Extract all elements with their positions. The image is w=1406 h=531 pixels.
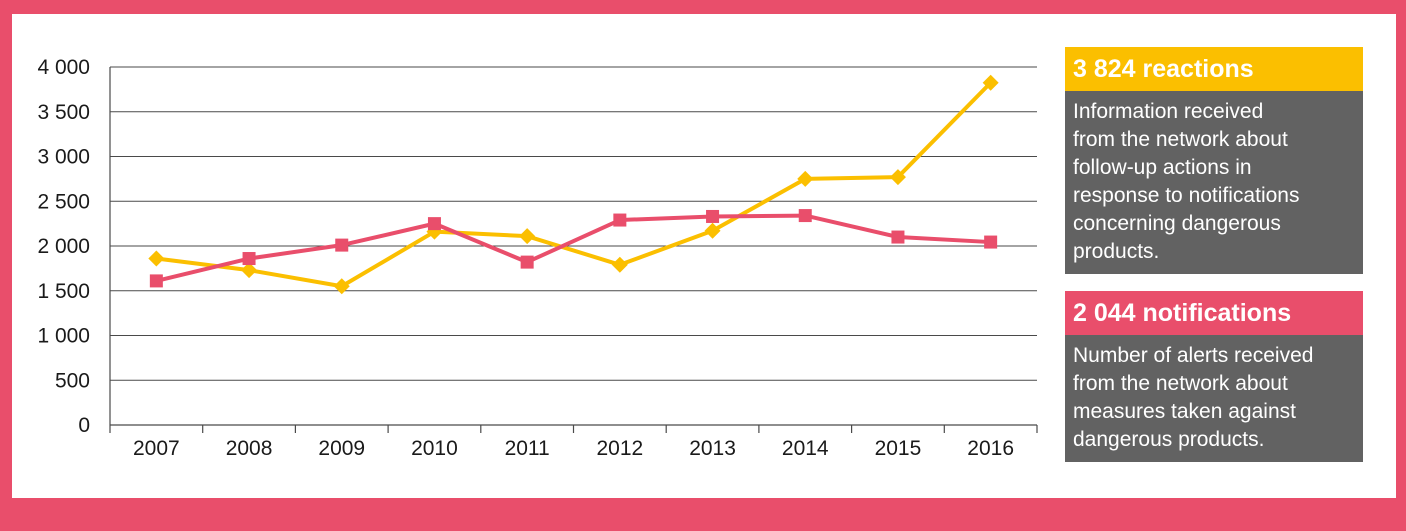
notifications-info-box: 2 044 notifications Number of alerts rec… xyxy=(1065,291,1363,462)
data-point-reactions xyxy=(982,74,999,91)
data-point-reactions xyxy=(704,222,721,239)
y-tick-label: 0 xyxy=(78,414,90,437)
y-tick-label: 2 500 xyxy=(37,190,90,213)
reactions-headline: 3 824 reactions xyxy=(1065,47,1363,91)
series-line-notifications xyxy=(155,213,991,283)
data-point-reactions xyxy=(241,262,258,279)
x-tick-label: 2015 xyxy=(875,437,922,460)
x-tick-label: 2009 xyxy=(318,437,365,460)
notifications-description: Number of alerts received from the netwo… xyxy=(1065,335,1363,462)
y-tick-label: 1 000 xyxy=(37,325,90,348)
data-point-notifications xyxy=(149,274,163,288)
y-tick-label: 1 500 xyxy=(37,280,90,303)
notifications-description-line: from the network about xyxy=(1073,372,1288,395)
notifications-description-line: Number of alerts received xyxy=(1073,344,1314,367)
data-point-notifications xyxy=(984,235,998,249)
x-axis-ticks: 2007 2008 2009 2010 2011 2012 2013 2014 2015 2016 xyxy=(133,437,1014,460)
data-point-reactions xyxy=(519,228,536,245)
data-point-notifications xyxy=(798,209,812,223)
notifications-headline: 2 044 notifications xyxy=(1065,291,1363,335)
data-point-notifications xyxy=(613,213,627,227)
y-tick-label: 3 500 xyxy=(37,101,90,124)
series-layer xyxy=(148,74,999,295)
y-tick-label: 2 000 xyxy=(37,235,90,258)
data-point-notifications xyxy=(520,255,534,269)
data-point-notifications xyxy=(335,238,349,252)
data-point-notifications xyxy=(427,217,441,231)
data-point-reactions xyxy=(889,169,906,186)
series-line-reactions xyxy=(156,81,993,289)
reactions-description-line: follow-up actions in xyxy=(1073,156,1252,179)
x-tick-label: 2012 xyxy=(596,437,643,460)
y-tick-label: 3 000 xyxy=(37,146,90,169)
reactions-description: Information received from the network ab… xyxy=(1065,91,1363,274)
x-tick-label: 2014 xyxy=(782,437,829,460)
x-tick-label: 2013 xyxy=(689,437,736,460)
x-tick-label: 2010 xyxy=(411,437,458,460)
notifications-description-line: dangerous products. xyxy=(1073,428,1265,451)
y-tick-label: 4 000 xyxy=(37,56,90,79)
data-point-reactions xyxy=(148,250,165,267)
x-tick-label: 2016 xyxy=(967,437,1014,460)
data-point-reactions xyxy=(797,170,814,187)
reactions-description-line: from the network about xyxy=(1073,128,1288,151)
y-tick-label: 500 xyxy=(55,369,90,392)
y-axis-ticks: 0 500 1 000 1 500 2 000 2 500 3 000 3 500 4 000 xyxy=(37,56,90,437)
chart-panel: 0 500 1 000 1 500 2 000 2 500 3 000 3 500 4 000 … xyxy=(12,14,1396,498)
reactions-description-line: concerning dangerous xyxy=(1073,212,1281,235)
data-point-reactions xyxy=(333,278,350,295)
grid-layer xyxy=(109,66,1038,433)
x-tick-label: 2007 xyxy=(133,437,180,460)
data-point-notifications xyxy=(242,252,256,266)
notifications-description-line: measures taken against xyxy=(1073,400,1296,423)
reactions-description-line: products. xyxy=(1073,240,1160,263)
reactions-info-box: 3 824 reactions Information received fro… xyxy=(1065,47,1363,274)
reactions-description-line: response to notifications xyxy=(1073,184,1300,207)
x-tick-label: 2008 xyxy=(226,437,273,460)
data-point-notifications xyxy=(706,209,720,223)
data-point-notifications xyxy=(891,230,905,244)
data-point-reactions xyxy=(611,256,628,273)
reactions-description-line: Information received xyxy=(1073,100,1264,123)
x-tick-label: 2011 xyxy=(505,437,550,460)
